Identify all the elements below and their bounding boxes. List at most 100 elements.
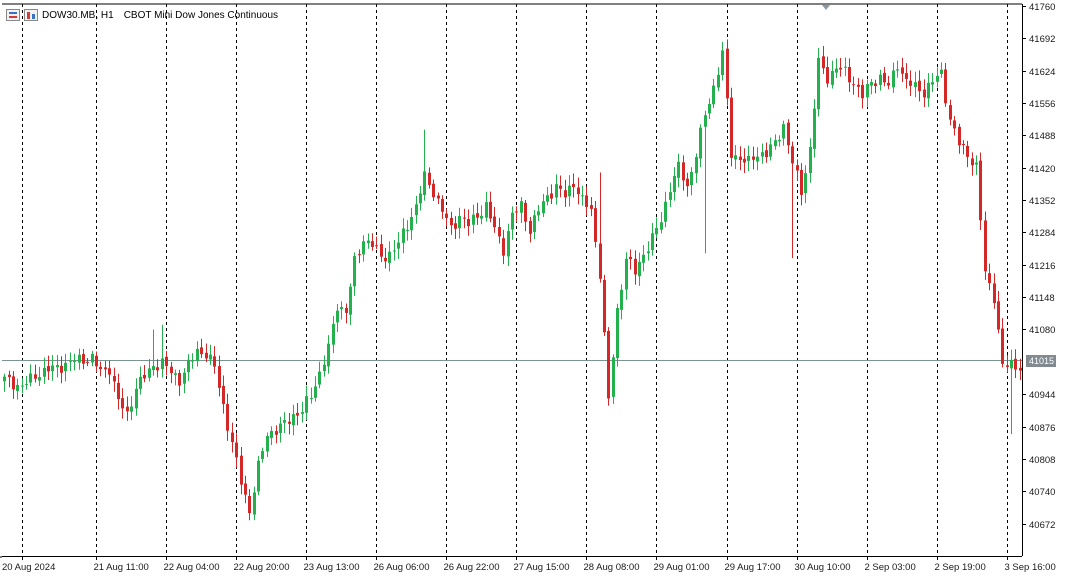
- candle-body: [12, 376, 15, 390]
- candle-body: [651, 233, 654, 251]
- candle-body: [975, 162, 978, 165]
- candle-body: [940, 69, 943, 74]
- candle-body: [734, 155, 737, 160]
- x-tick-label: 21 Aug 11:00: [94, 562, 149, 573]
- candle-body: [958, 126, 961, 146]
- candle-body: [568, 185, 571, 197]
- candle-body: [218, 366, 221, 388]
- candle-body: [1006, 365, 1009, 367]
- grid-layer: [22, 4, 1008, 556]
- candle-body: [839, 67, 842, 70]
- chart-properties-icon[interactable]: [6, 9, 20, 21]
- candle-body: [493, 216, 496, 228]
- candle-body: [993, 283, 996, 304]
- candle-body: [261, 451, 264, 459]
- candle-body: [21, 385, 24, 387]
- candle-body: [73, 360, 76, 362]
- candle-body: [997, 301, 1000, 330]
- scroll-marker-icon[interactable]: [822, 5, 830, 10]
- candle-body: [817, 57, 820, 110]
- candle-body: [699, 127, 702, 159]
- x-tick-label: 2 Sep 03:00: [865, 562, 916, 573]
- candle-body: [161, 358, 164, 370]
- candle-body: [800, 169, 803, 195]
- candle-body: [690, 171, 693, 186]
- candle-body: [572, 183, 575, 188]
- candles-layer: [3, 39, 1022, 521]
- candle-body: [209, 354, 212, 360]
- candle-body: [739, 156, 742, 160]
- x-tick-label: 27 Aug 15:00: [514, 562, 570, 573]
- candle-body: [988, 273, 991, 283]
- candle-body: [520, 201, 523, 213]
- candle-body: [502, 238, 505, 256]
- candle-body: [292, 414, 295, 426]
- candle-body: [51, 365, 54, 372]
- candle-body: [402, 228, 405, 243]
- candle-body: [673, 175, 676, 193]
- candle-body: [778, 139, 781, 142]
- candle-body: [695, 157, 698, 174]
- candle-body: [533, 215, 536, 232]
- candle-body: [135, 388, 138, 409]
- candle-body: [620, 289, 623, 310]
- candle-body: [655, 228, 658, 235]
- candle-body: [235, 442, 238, 458]
- x-tick-label: 23 Aug 13:00: [304, 562, 360, 573]
- candle-body: [708, 103, 711, 114]
- candle-body: [476, 213, 479, 218]
- candle-body: [765, 150, 768, 158]
- candle-body: [43, 367, 46, 377]
- candle-body: [121, 398, 124, 409]
- candle-body: [152, 366, 155, 371]
- candle-body: [423, 171, 426, 196]
- candle-body: [774, 140, 777, 147]
- candle-body: [244, 483, 247, 495]
- current-price-tag: 41015: [1026, 355, 1056, 367]
- candle-body: [625, 258, 628, 290]
- candle-body: [270, 430, 273, 438]
- symbol-description-label: CBOT Mini Dow Jones Continuous: [123, 9, 279, 21]
- y-tick-label: 41488: [1029, 131, 1055, 142]
- candle-body: [634, 258, 637, 275]
- candle-body: [450, 217, 453, 226]
- candle-body: [196, 348, 199, 361]
- candle-body: [165, 356, 168, 366]
- candle-body: [664, 201, 667, 222]
- candle-body: [375, 245, 378, 247]
- candle-body: [984, 220, 987, 272]
- candle-body: [918, 80, 921, 92]
- candle-body: [537, 211, 540, 216]
- candle-body: [56, 365, 59, 368]
- candle-body: [927, 82, 930, 99]
- candle-body: [397, 242, 400, 249]
- candle-body: [371, 241, 374, 247]
- candle-body: [852, 84, 855, 86]
- candle-body: [205, 352, 208, 359]
- candle-body: [826, 67, 829, 84]
- candle-body: [555, 184, 558, 198]
- candle-body: [550, 193, 553, 199]
- candle-body: [594, 208, 597, 242]
- candle-body: [1014, 358, 1017, 370]
- candle-body: [200, 347, 203, 355]
- candle-body: [86, 361, 89, 363]
- candle-body: [29, 373, 32, 383]
- candle-body: [677, 161, 680, 178]
- candle-body: [949, 105, 952, 120]
- candle-body: [139, 376, 142, 389]
- candle-body: [822, 56, 825, 69]
- symbol-icon[interactable]: [24, 9, 38, 21]
- candle-body: [712, 85, 715, 105]
- candle-body: [380, 244, 383, 257]
- candle-body: [861, 84, 864, 99]
- candle-body: [581, 195, 584, 197]
- x-tick-label: 2 Sep 19:00: [935, 562, 986, 573]
- y-tick-label: 41556: [1029, 99, 1055, 110]
- candle-body: [874, 83, 877, 87]
- candle-body: [870, 82, 873, 86]
- candle-body: [441, 199, 444, 212]
- candle-body: [367, 240, 370, 244]
